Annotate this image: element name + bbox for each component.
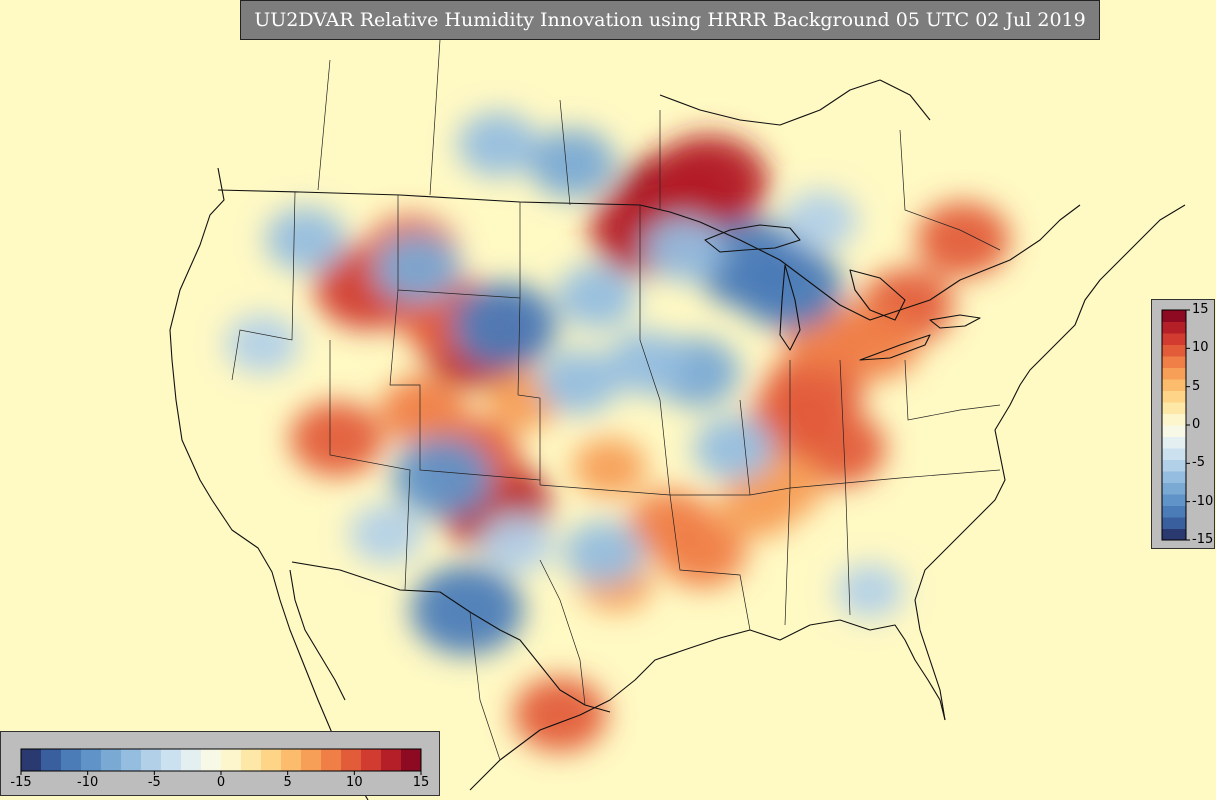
anomaly-blob-46 bbox=[225, 314, 300, 374]
colorbar-v-swatch-5 bbox=[1162, 471, 1186, 483]
colorbar-v-swatch-12 bbox=[1162, 390, 1186, 403]
colorbar-h-swatch-14 bbox=[301, 749, 322, 771]
anomaly-blob-17 bbox=[916, 202, 1010, 277]
colorbar-h-swatch-17 bbox=[361, 749, 382, 771]
anomaly-blob-45 bbox=[836, 563, 904, 619]
coastlines-and-borders bbox=[169, 79, 1186, 800]
colorbar-v-tick-label: -15 bbox=[1192, 532, 1214, 547]
colorbar-h-swatch-8 bbox=[181, 749, 202, 771]
anomaly-blob-9 bbox=[290, 401, 384, 477]
colorbar-v-swatch-0 bbox=[1162, 528, 1186, 541]
colorbar-v-swatch-16 bbox=[1162, 344, 1186, 357]
colorbar-v-tick-label: 15 bbox=[1192, 302, 1209, 317]
pacific-coastline bbox=[169, 167, 369, 800]
colorbar-v-swatch-13 bbox=[1162, 379, 1186, 391]
colorbar-v-tick-label: -5 bbox=[1192, 455, 1205, 471]
colorbar-h-swatch-16 bbox=[341, 749, 362, 771]
great-lake-ontario bbox=[929, 314, 981, 329]
colorbar-h-swatch-12 bbox=[261, 749, 282, 771]
great-lake-erie bbox=[859, 334, 931, 361]
baja-coastline bbox=[289, 569, 346, 701]
colorbar-vertical: -15 -10 -5 0 5 10 15 bbox=[1151, 299, 1215, 549]
anomaly-blob-23 bbox=[380, 375, 468, 446]
colorbar-h-tick-label: -15 bbox=[10, 775, 32, 790]
anomaly-blob-42 bbox=[479, 513, 554, 574]
innovation-anomaly-field bbox=[225, 112, 1010, 752]
colorbar-horizontal: -15 -10 -5 0 5 10 15 bbox=[0, 731, 440, 796]
atlantic-coastline bbox=[914, 204, 1186, 721]
colorbar-h-swatch-0 bbox=[21, 749, 42, 771]
great-lake-michigan bbox=[779, 264, 801, 351]
colorbar-v-tick-label: 5 bbox=[1192, 378, 1201, 394]
state-province-lines bbox=[231, 39, 1001, 761]
colorbar-h-swatch-4 bbox=[101, 749, 122, 771]
colorbar-v-swatch-15 bbox=[1162, 356, 1186, 368]
colorbar-h-swatch-19 bbox=[401, 749, 422, 771]
anomaly-blob-33 bbox=[538, 349, 619, 415]
colorbar-v-swatch-19 bbox=[1162, 310, 1186, 322]
colorbar-h-tick-label: 15 bbox=[412, 775, 430, 790]
anomaly-blob-38 bbox=[457, 112, 539, 177]
colorbar-h-swatch-15 bbox=[321, 749, 342, 771]
colorbar-horizontal-ramp bbox=[20, 748, 422, 775]
colorbar-v-swatch-18 bbox=[1162, 321, 1186, 334]
colorbar-h-swatch-10 bbox=[221, 749, 242, 771]
great-lake-superior bbox=[704, 224, 801, 253]
colorbar-v-swatch-17 bbox=[1162, 333, 1186, 345]
colorbar-v-swatch-14 bbox=[1162, 367, 1186, 380]
colorbar-v-swatch-4 bbox=[1162, 482, 1186, 495]
colorbar-v-swatch-10 bbox=[1162, 413, 1186, 426]
anomaly-blob-34 bbox=[556, 264, 638, 329]
colorbar-h-tick-label: 10 bbox=[346, 775, 363, 790]
anomaly-blob-39 bbox=[643, 216, 725, 282]
map-title: UU2DVAR Relative Humidity Innovation usi… bbox=[240, 0, 1100, 40]
great-lake-huron bbox=[849, 269, 906, 321]
colorbar-v-swatch-9 bbox=[1162, 425, 1186, 437]
colorbar-v-tick-label: 10 bbox=[1192, 340, 1209, 356]
gulf-coastline bbox=[469, 619, 946, 791]
colorbar-v-swatch-6 bbox=[1162, 459, 1186, 472]
anomaly-blob-43 bbox=[783, 190, 858, 251]
anomaly-blob-36 bbox=[265, 207, 347, 272]
colorbar-h-swatch-5 bbox=[121, 749, 142, 771]
colorbar-v-tick-label: -10 bbox=[1192, 493, 1214, 509]
colorbar-v-swatch-3 bbox=[1162, 494, 1186, 506]
anomaly-blob-18 bbox=[513, 677, 607, 752]
anomaly-blob-41 bbox=[563, 520, 644, 586]
us-mexico-border bbox=[291, 561, 611, 713]
colorbar-h-swatch-11 bbox=[241, 749, 262, 771]
colorbar-h-swatch-3 bbox=[81, 749, 102, 771]
colorbar-h-tick-label: -10 bbox=[77, 775, 99, 790]
anomaly-blob-30 bbox=[736, 244, 843, 330]
colorbar-v-tick-label: 0 bbox=[1192, 417, 1201, 432]
colorbar-h-tick-label: 0 bbox=[216, 775, 226, 790]
colorbar-h-swatch-1 bbox=[41, 749, 62, 771]
anomaly-blob-35 bbox=[373, 233, 461, 303]
hudson-bay-coast bbox=[659, 79, 931, 126]
colorbar-h-tick-label: -5 bbox=[147, 775, 161, 790]
colorbar-v-swatch-1 bbox=[1162, 517, 1186, 529]
colorbar-v-swatch-7 bbox=[1162, 448, 1186, 460]
anomaly-blob-27 bbox=[392, 437, 493, 517]
colorbar-v-swatch-8 bbox=[1162, 436, 1186, 449]
colorbar-h-tick-label: 5 bbox=[283, 775, 292, 790]
anomaly-blob-26 bbox=[451, 282, 558, 368]
anomaly-blob-32 bbox=[606, 330, 688, 396]
colorbar-vertical-ramp bbox=[1161, 309, 1190, 541]
colorbar-h-swatch-6 bbox=[141, 749, 162, 771]
colorbar-h-swatch-18 bbox=[381, 749, 402, 771]
colorbar-v-swatch-11 bbox=[1162, 402, 1186, 414]
anomaly-blob-44 bbox=[349, 504, 424, 564]
colorbar-h-swatch-13 bbox=[281, 749, 302, 771]
anomaly-blob-14 bbox=[628, 489, 716, 560]
colorbar-v-swatch-2 bbox=[1162, 505, 1186, 518]
colorbar-h-swatch-7 bbox=[161, 749, 182, 771]
anomaly-blob-21 bbox=[572, 437, 647, 498]
anomaly-blob-40 bbox=[693, 416, 774, 481]
anomaly-blob-37 bbox=[528, 128, 617, 199]
colorbar-h-swatch-9 bbox=[201, 749, 222, 771]
us-canada-border bbox=[217, 189, 1081, 321]
colorbar-h-swatch-2 bbox=[61, 749, 82, 771]
